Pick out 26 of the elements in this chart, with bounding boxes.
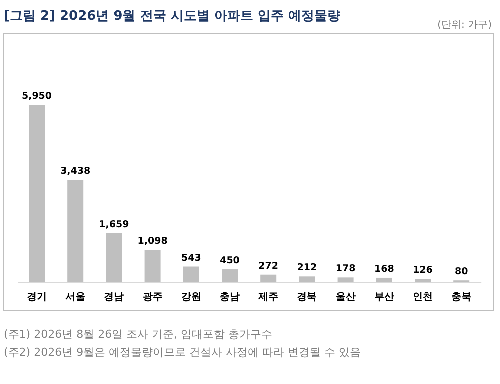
data-label: 178: [336, 264, 356, 275]
data-label: 80: [454, 266, 469, 278]
data-label: 5,950: [22, 91, 52, 102]
data-label: 450: [220, 256, 240, 267]
x-tick-label: 경남: [104, 292, 124, 303]
x-tick-label: 경북: [297, 292, 318, 303]
data-label: 126: [413, 265, 434, 276]
subtitle: (단위: 가구): [438, 20, 492, 31]
data-label: 3,438: [60, 166, 92, 178]
data-label: 543: [181, 252, 202, 264]
data-label: 168: [374, 264, 395, 275]
data-label: 1,098: [138, 236, 168, 248]
x-tick-label: 충북: [452, 292, 472, 303]
x-tick-label: 부산: [374, 292, 394, 303]
x-tick-label: 인천: [413, 292, 433, 303]
data-label: 272: [258, 260, 279, 272]
title: [그림 2] 2026년 9월 전국 시도별 아파트 입주 예정물량: [4, 9, 340, 24]
x-tick-label: 강원: [181, 292, 202, 303]
data-label: 212: [297, 262, 318, 274]
x-tick-label: 광주: [142, 292, 163, 303]
x-tick-label: 경기: [27, 292, 47, 303]
x-tick-label: 제주: [258, 292, 279, 303]
x-tick-label: 충남: [220, 292, 240, 303]
data-label: 1,659: [99, 219, 130, 230]
x-tick-label: 서울: [66, 292, 86, 303]
x-tick-label: 울산: [336, 292, 356, 303]
